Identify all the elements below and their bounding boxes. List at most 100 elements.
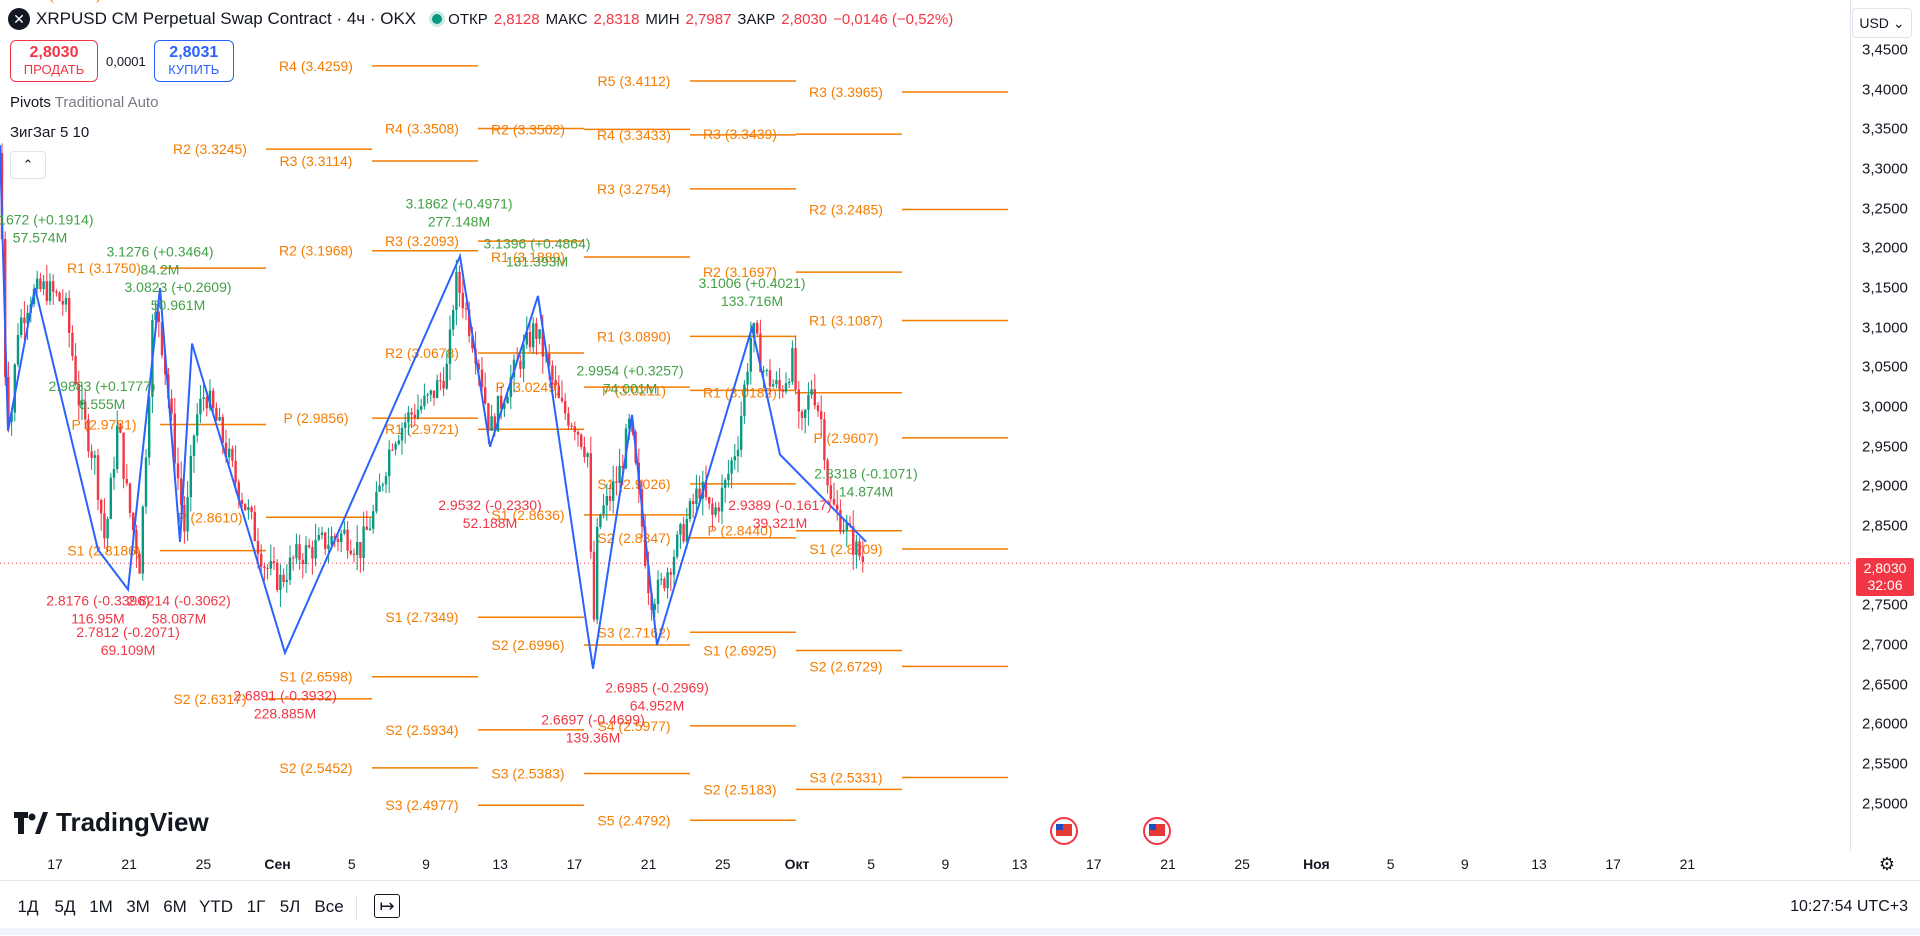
open-label: ОТКР (448, 10, 488, 28)
collapse-indicators-button[interactable]: ⌃ (10, 151, 46, 179)
candle-body (452, 310, 455, 330)
pivot-level-label: S1 (2.8636) (491, 507, 564, 523)
indicator-params: Traditional Auto (54, 94, 159, 111)
range-button-5y[interactable]: 5Л (279, 897, 301, 916)
candle-body (333, 536, 336, 539)
candle-body (810, 389, 813, 395)
candle-body (628, 418, 631, 429)
candle-body (400, 427, 404, 441)
range-button-1m[interactable]: 1М (89, 897, 113, 916)
candle-body (749, 338, 752, 372)
range-button-3m[interactable]: 3М (126, 897, 150, 916)
candle-body (775, 379, 778, 385)
clock[interactable]: 10:27:54 UTC+3 (1790, 898, 1908, 915)
candle-body (122, 432, 125, 479)
candle-body (13, 364, 16, 413)
candle-body (522, 344, 525, 369)
candle-body (567, 413, 570, 426)
buy-button[interactable]: 2,8031 КУПИТЬ (153, 40, 234, 82)
candle-body (506, 396, 509, 404)
candle-body (685, 519, 688, 542)
candlestick-chart[interactable]: R3 (3.5214) R4 (3.4259) R3 (3.3114) R2 (3.3… (0, 0, 1850, 850)
indicator-params: 5 10 (59, 124, 90, 141)
candle-body (308, 545, 311, 548)
zigzag-volume-label: 133.716M (721, 293, 783, 309)
range-button-5d[interactable]: 5Д (54, 897, 76, 916)
candle-body (80, 401, 84, 406)
currency-value: USD (1859, 15, 1889, 31)
candle-body (736, 449, 740, 457)
range-button-ytd[interactable]: YTD (199, 897, 233, 916)
candle-body (375, 491, 378, 512)
currency-selector[interactable]: USD ⌄ (1852, 8, 1912, 38)
candle-body (743, 384, 746, 417)
candle-body (612, 481, 615, 501)
horizontal-scrollbar[interactable] (0, 928, 1920, 935)
candle-body (436, 380, 439, 399)
candle-body (496, 395, 500, 432)
zigzag-volume-label: 139.36M (566, 729, 620, 745)
candle-body (256, 540, 260, 554)
candle-body (644, 526, 647, 566)
candle-body (138, 554, 141, 574)
range-button-all[interactable]: Все (314, 897, 344, 916)
candle-body (484, 387, 487, 404)
time-tick-label: 21 (1160, 856, 1176, 872)
candle-body (180, 478, 183, 505)
date-range-calendar-icon[interactable]: ↦ (374, 894, 400, 918)
pivot-level-label: R1 (3.0890) (597, 328, 671, 344)
sell-button[interactable]: 2,8030 ПРОДАТЬ (10, 40, 98, 82)
candle-body (836, 504, 839, 511)
candle-body (439, 380, 442, 382)
candle-body (384, 476, 388, 485)
symbol-title[interactable]: XRPUSD CM Perpetual Swap Contract · 4ч ·… (36, 9, 417, 28)
pivot-level-label: R2 (3.0678) (385, 345, 459, 361)
candle-body (813, 389, 816, 406)
candle-body (7, 376, 10, 423)
chevron-down-icon: ⌄ (1892, 14, 1905, 31)
pivot-level-label: S1 (2.8209) (809, 541, 882, 557)
indicator-pivots[interactable]: Pivots Traditional Auto (10, 94, 158, 111)
candle-body (532, 323, 535, 348)
candle-body (109, 477, 112, 519)
candle-body (20, 317, 23, 336)
chart-plot-area[interactable]: R3 (3.5214) R4 (3.4259) R3 (3.3114) R2 (3.3… (0, 0, 1850, 850)
candle-body (93, 455, 96, 458)
range-button-1d[interactable]: 1Д (17, 897, 39, 916)
range-button-6m[interactable]: 6М (163, 897, 187, 916)
zigzag-label: 3.1276 (+0.3464) (106, 243, 213, 259)
candle-body (720, 487, 724, 512)
candle-body (394, 443, 397, 450)
pivot-level-label: R5 (3.4112) (598, 73, 671, 89)
tradingview-logo[interactable]: TradingView (14, 807, 209, 838)
candle-body (48, 281, 52, 302)
candle-body (295, 544, 298, 559)
zigzag-label: 3.1672 (+0.1914) (0, 212, 94, 228)
pivot-level-label: S2 (2.6996) (491, 637, 564, 653)
candle-body (141, 506, 144, 574)
toolbar-divider (356, 895, 357, 921)
indicator-zigzag[interactable]: ЗигЗаг 5 10 (10, 124, 89, 141)
candle-body (362, 526, 365, 558)
candle-body (448, 329, 452, 364)
candle-body (580, 434, 583, 447)
time-tick-label: 21 (121, 856, 137, 872)
candle-body (458, 271, 461, 293)
range-button-1y[interactable]: 1Г (246, 897, 266, 916)
settings-gear-icon[interactable]: ⚙ (1878, 853, 1896, 874)
candle-body (276, 562, 279, 591)
price-axis[interactable] (1850, 0, 1920, 850)
candle-body (682, 524, 685, 542)
zigzag-label: 2.6891 (-0.3932) (233, 688, 337, 704)
candle-body (829, 485, 832, 500)
candle-body (192, 435, 196, 456)
high-value: 2,8318 (593, 10, 640, 28)
candle-body (365, 526, 368, 530)
time-tick-label: 9 (941, 856, 950, 872)
candle-body (77, 384, 80, 406)
candle-body (244, 503, 247, 511)
candle-body (157, 312, 160, 323)
candle-body (471, 335, 474, 349)
candle-body (599, 514, 602, 527)
time-tick-label: 25 (195, 856, 212, 872)
